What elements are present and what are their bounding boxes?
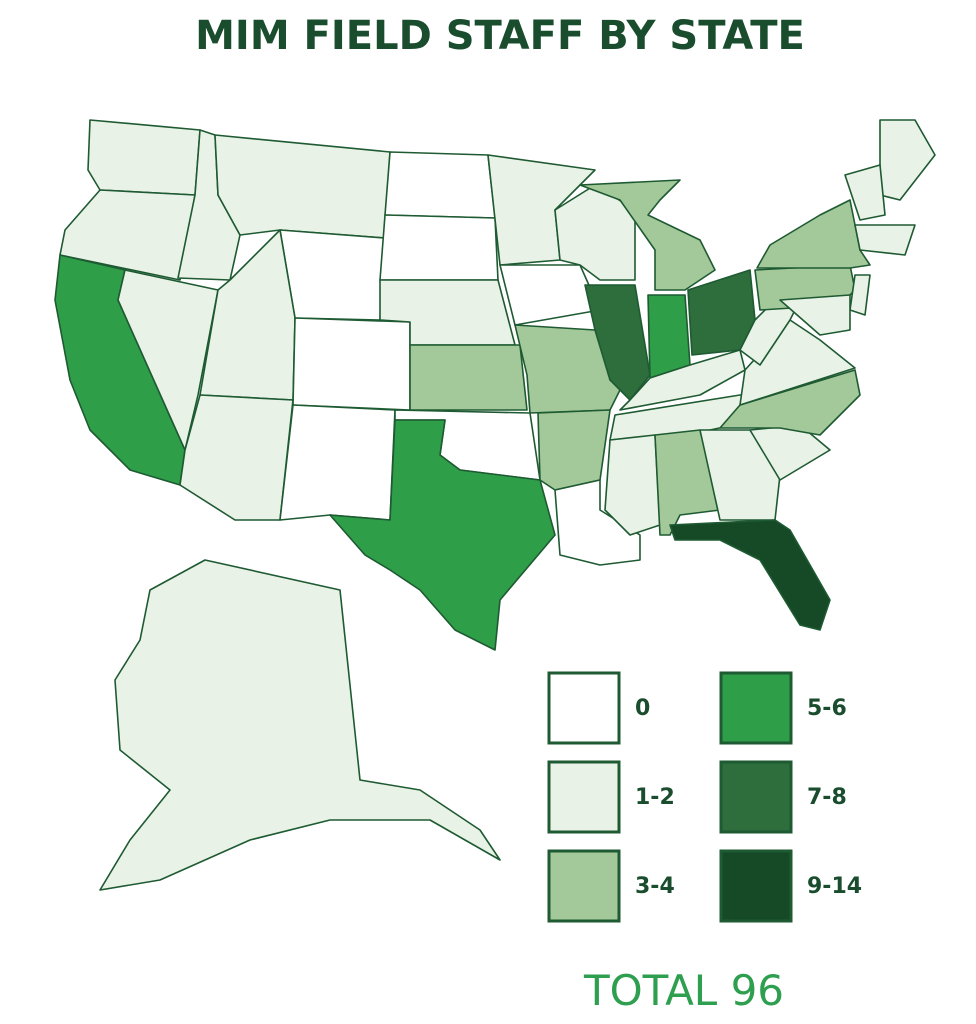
state	[604, 434, 661, 536]
legend-swatch	[547, 849, 621, 923]
state	[379, 214, 499, 281]
state	[99, 559, 501, 891]
legend-label: 1-2	[635, 785, 675, 810]
state	[619, 349, 746, 411]
state	[844, 164, 886, 221]
state	[409, 344, 528, 411]
legend-swatch	[719, 760, 793, 834]
state	[329, 419, 556, 651]
state	[849, 274, 871, 316]
state	[756, 199, 871, 269]
legend-label: 5-6	[807, 696, 847, 721]
state	[699, 429, 781, 521]
legend-label: 0	[635, 696, 650, 721]
state	[117, 269, 219, 451]
state	[214, 134, 391, 239]
total-label: TOTAL	[583, 966, 718, 1015]
legend-label: 9-14	[807, 874, 862, 899]
state	[499, 264, 601, 326]
state	[669, 519, 831, 631]
state	[779, 294, 851, 336]
state	[179, 394, 294, 521]
legend-swatch	[547, 671, 621, 745]
total: TOTAL 96	[583, 966, 784, 1015]
state	[719, 369, 861, 436]
legend-swatch	[719, 671, 793, 745]
state	[87, 119, 201, 196]
legend-swatch	[719, 849, 793, 923]
state	[879, 119, 936, 201]
state	[537, 409, 611, 491]
state-map	[54, 119, 936, 891]
state	[647, 294, 691, 379]
state	[854, 224, 916, 256]
state	[59, 189, 196, 281]
state	[279, 229, 386, 321]
state	[554, 479, 641, 566]
total-value: 96	[731, 966, 784, 1015]
legend-label: 3-4	[635, 874, 675, 899]
state	[292, 317, 411, 411]
state	[579, 179, 716, 291]
state	[384, 151, 496, 219]
legend: 0 1-2 3-4 5-6 7-8 9-14	[547, 671, 862, 923]
state	[279, 404, 396, 521]
title: MIM FIELD STAFF BY STATE	[195, 13, 805, 59]
legend-swatch	[547, 760, 621, 834]
legend-label: 7-8	[807, 785, 847, 810]
